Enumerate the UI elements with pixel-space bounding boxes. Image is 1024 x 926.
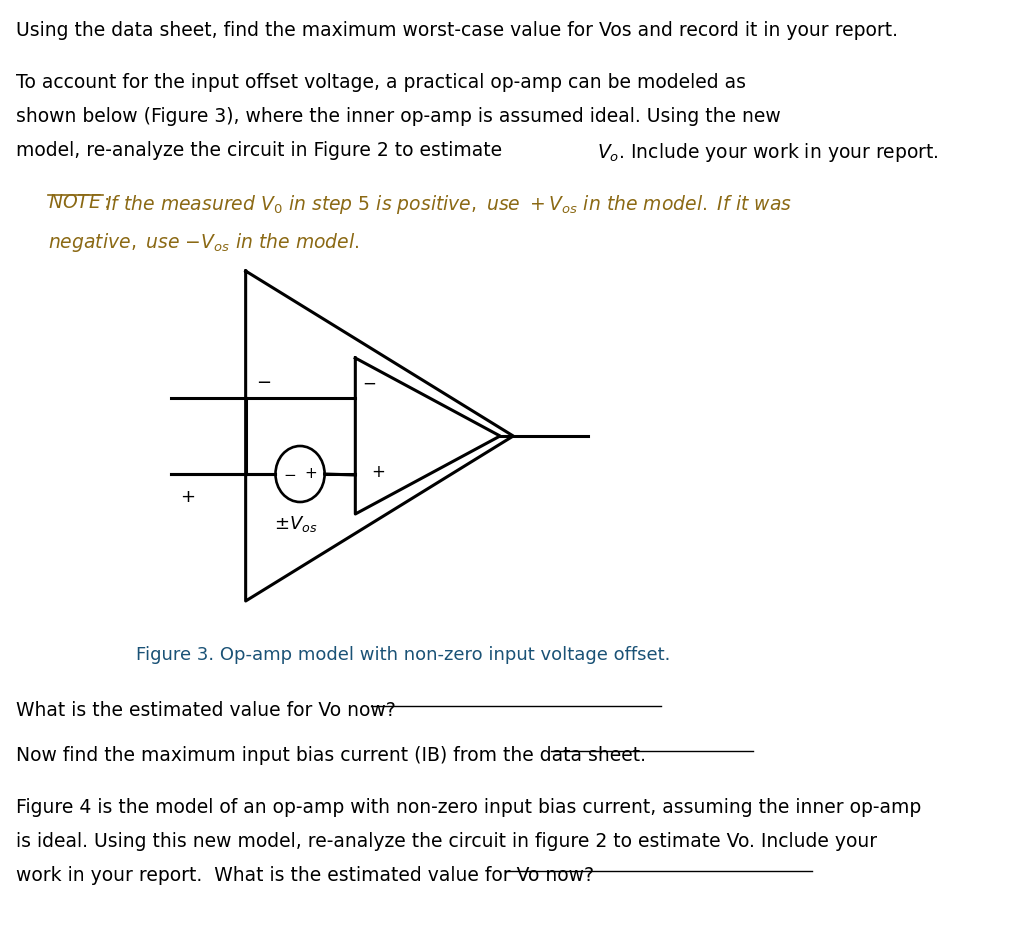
Text: Figure 4 is the model of an op-amp with non-zero input bias current, assuming th: Figure 4 is the model of an op-amp with … bbox=[15, 798, 921, 817]
Text: $-$: $-$ bbox=[283, 467, 296, 482]
Text: is ideal. Using this new model, re-analyze the circuit in figure 2 to estimate V: is ideal. Using this new model, re-analy… bbox=[15, 832, 877, 851]
Text: shown below (Figure 3), where the inner op-amp is assumed ideal. Using the new: shown below (Figure 3), where the inner … bbox=[15, 107, 780, 126]
Text: To account for the input offset voltage, a practical op-amp can be modeled as: To account for the input offset voltage,… bbox=[15, 73, 745, 92]
Text: $\it{negative,\ use\ }$$-\it{V_{os}}$$\it{\ in\ the\ model.}$: $\it{negative,\ use\ }$$-\it{V_{os}}$$\i… bbox=[48, 231, 359, 254]
Text: $\it{NOTE}$$\it{:}$: $\it{NOTE}$$\it{:}$ bbox=[48, 193, 111, 212]
Text: Using the data sheet, find the maximum worst-case value for Vos and record it in: Using the data sheet, find the maximum w… bbox=[15, 21, 898, 40]
Text: $\pm V_{os}$: $\pm V_{os}$ bbox=[274, 514, 317, 534]
Text: $+$: $+$ bbox=[304, 467, 317, 482]
Text: $+$: $+$ bbox=[371, 463, 385, 481]
Text: $-$: $-$ bbox=[256, 372, 271, 390]
Text: model, re-analyze the circuit in Figure 2 to estimate: model, re-analyze the circuit in Figure … bbox=[15, 141, 508, 160]
Text: $\it{V_o}$. Include your work in your report.: $\it{V_o}$. Include your work in your re… bbox=[597, 141, 938, 164]
Text: $\it{If\ the\ measured\ }$$\it{V_0}$$\it{\ in\ step\ 5\ is\ positive,\ use\ +}$$: $\it{If\ the\ measured\ }$$\it{V_0}$$\it… bbox=[105, 193, 793, 216]
Text: $+$: $+$ bbox=[180, 488, 195, 506]
Text: work in your report.  What is the estimated value for Vo now?: work in your report. What is the estimat… bbox=[15, 866, 594, 885]
Text: Figure 3. Op-amp model with non-zero input voltage offset.: Figure 3. Op-amp model with non-zero inp… bbox=[136, 646, 671, 664]
Text: What is the estimated value for Vo now?: What is the estimated value for Vo now? bbox=[15, 701, 395, 720]
Text: $-$: $-$ bbox=[362, 374, 377, 392]
Text: Now find the maximum input bias current (IB) from the data sheet.: Now find the maximum input bias current … bbox=[15, 746, 646, 765]
